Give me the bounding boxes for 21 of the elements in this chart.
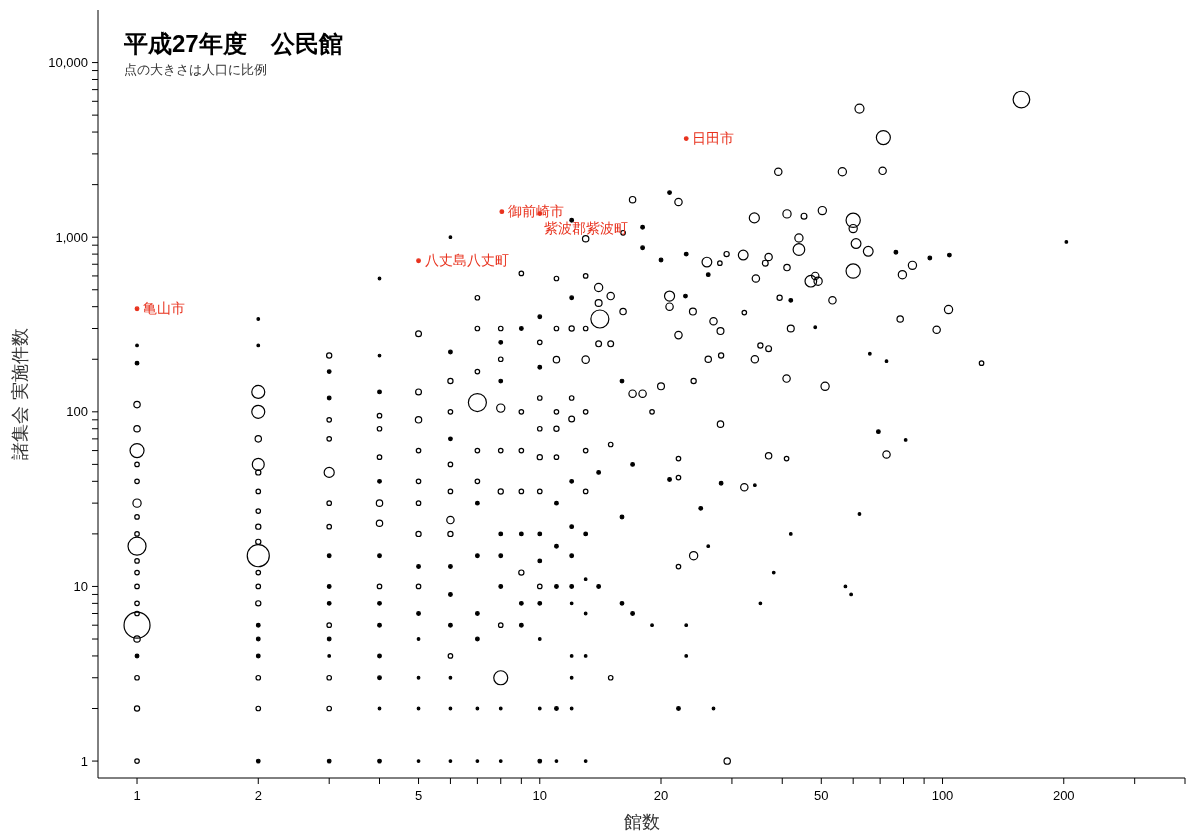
text: 平成27年度 公民館 — [123, 30, 343, 57]
annotation: 紫波郡紫波町 — [543, 219, 628, 236]
x-tick-label: 1 — [133, 788, 141, 803]
y-tick-label: 1 — [80, 753, 88, 769]
x-tick-label: 20 — [653, 788, 669, 803]
annotation: 日田市 — [692, 129, 735, 146]
text: 点の大きさは人口に比例 — [124, 62, 267, 77]
annotation: 八丈島八丈町 — [424, 251, 509, 268]
x-tick-label: 50 — [814, 788, 829, 803]
x-tick-label: 10 — [532, 788, 548, 803]
y-tick-label: 10,000 — [48, 55, 88, 71]
x-tick-label: 100 — [931, 788, 954, 803]
x-axis-title: 館数 — [623, 812, 660, 832]
y-tick-label: 100 — [66, 404, 88, 420]
annotation: 亀山市 — [143, 299, 186, 316]
x-tick-label: 200 — [1052, 788, 1075, 803]
y-tick-label: 10 — [73, 578, 88, 594]
x-tick-label: 2 — [254, 788, 262, 803]
y-tick-label: 1,000 — [55, 229, 88, 245]
x-tick-label: 5 — [414, 788, 423, 803]
y-axis-title: 諸集会 実施件数 — [10, 328, 30, 460]
